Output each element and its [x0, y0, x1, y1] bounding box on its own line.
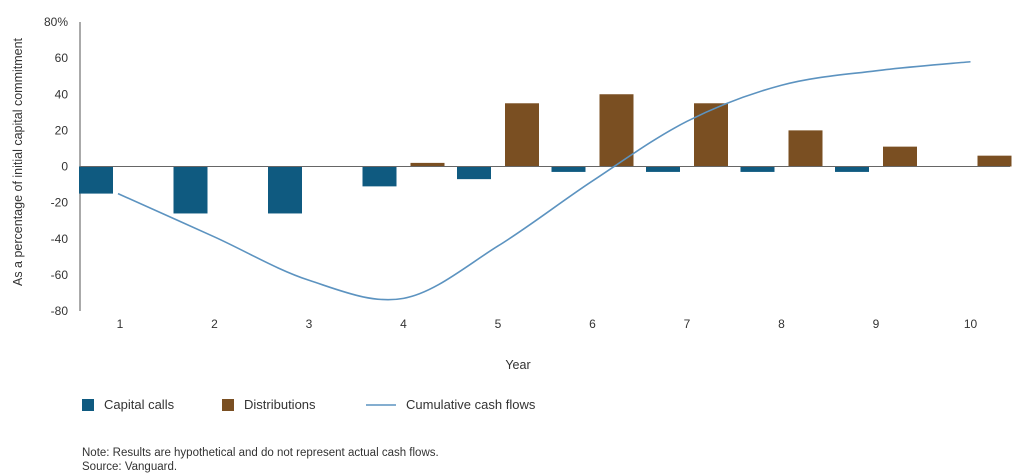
chart-note: Note: Results are hypothetical and do no… [82, 447, 439, 459]
distributions-bar [410, 162, 445, 167]
x-tick-label: 3 [306, 317, 313, 331]
chart-source: Source: Vanguard. [82, 461, 177, 473]
capital-calls-bar [740, 166, 775, 172]
legend-swatch-distributions [222, 399, 234, 411]
x-tick-label: 10 [964, 317, 978, 331]
distributions-bar [977, 155, 1012, 167]
capital-calls-bar [551, 166, 586, 172]
capital-calls-bar [835, 166, 869, 172]
x-tick-label: 1 [117, 317, 124, 331]
capital-calls-bar [268, 166, 302, 214]
x-tick-label: 7 [684, 317, 691, 331]
legend-swatch-capital-calls [82, 399, 94, 411]
distributions-bar [883, 146, 917, 167]
x-axis-title: Year [505, 358, 530, 372]
bar-series [79, 94, 1012, 214]
line-series [117, 60, 971, 301]
capital-calls-bar [362, 166, 397, 187]
y-tick-label: -40 [51, 232, 69, 246]
distributions-bar [505, 103, 539, 167]
x-tick-label: 2 [211, 317, 218, 331]
legend-label-cumulative-cash-flows: Cumulative cash flows [406, 397, 536, 412]
capital-calls-bar [173, 166, 208, 214]
distributions-bar [599, 94, 634, 167]
y-tick-label: 60 [55, 51, 69, 65]
y-tick-label: -80 [51, 304, 69, 318]
capital-calls-bar [646, 166, 680, 172]
x-tick-label: 8 [778, 317, 785, 331]
legend-label-distributions: Distributions [244, 397, 316, 412]
y-tick-label: 20 [55, 123, 69, 137]
x-tick-label: 5 [495, 317, 502, 331]
x-tick-labels: 1 2 3 4 5 6 7 8 9 10 [117, 317, 978, 331]
y-tick-label: 0 [61, 160, 68, 174]
x-tick-label: 6 [589, 317, 596, 331]
y-tick-labels: 80% 60 40 20 0 -20 -40 -60 -80 [44, 15, 68, 318]
distributions-bar [788, 130, 823, 167]
distributions-bar [694, 103, 728, 167]
y-tick-label: 80% [44, 15, 68, 29]
y-tick-label: -20 [51, 196, 69, 210]
y-tick-label: 40 [55, 87, 69, 101]
y-tick-label: -60 [51, 268, 69, 282]
y-axis-title: As a percentage of initial capital commi… [11, 37, 25, 286]
capital-calls-bar [457, 166, 491, 180]
x-tick-label: 4 [400, 317, 407, 331]
legend-label-capital-calls: Capital calls [104, 397, 175, 412]
cumulative-cash-flows-line [117, 60, 971, 301]
capital-calls-bar [79, 166, 113, 194]
x-tick-label: 9 [873, 317, 880, 331]
legend: Capital calls Distributions Cumulative cas… [82, 397, 536, 412]
